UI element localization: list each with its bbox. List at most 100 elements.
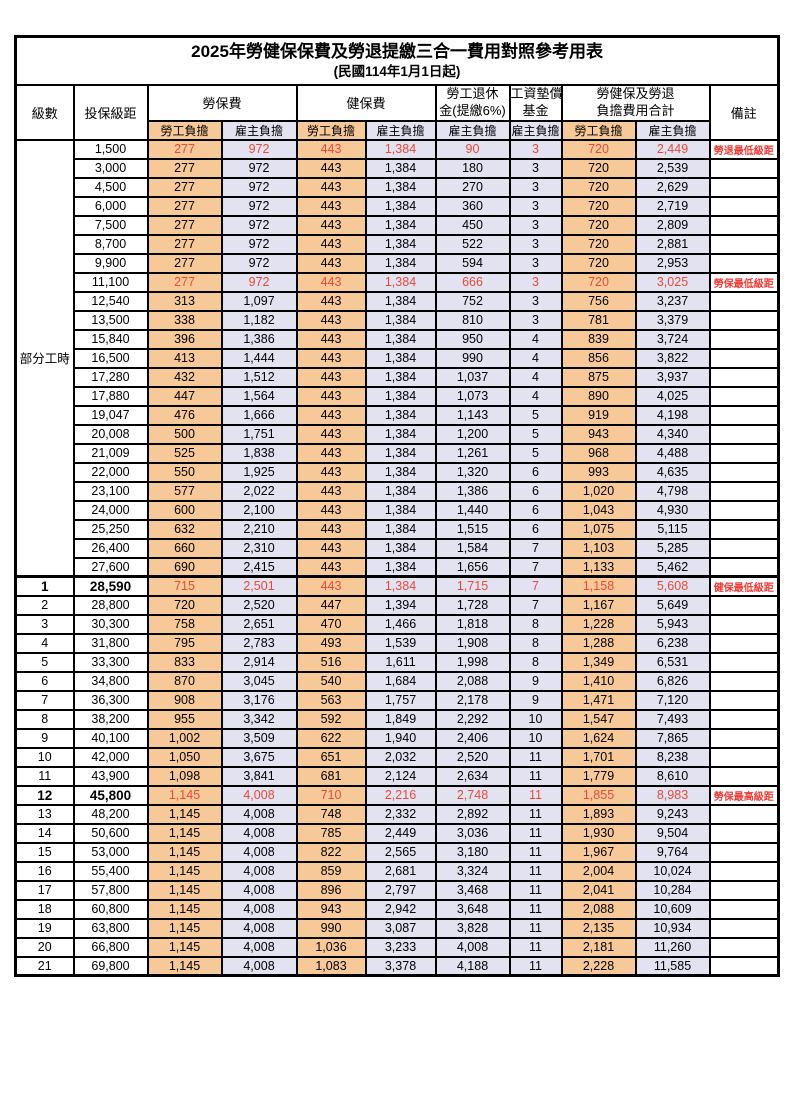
- wage-fund-employer-cell: 5: [508, 423, 563, 445]
- header-note: 備註: [708, 83, 780, 141]
- bracket-cell: 21,009: [72, 442, 149, 464]
- total-employee-cell: 839: [560, 328, 637, 350]
- labor-employee-cell: 1,145: [146, 879, 223, 901]
- level-cell: 19: [14, 917, 75, 939]
- labor-employer-cell: 4,008: [220, 822, 298, 844]
- pension-employer-cell: 3,468: [434, 879, 511, 901]
- wage-fund-employer-cell: 6: [508, 461, 563, 483]
- note-cell: [708, 347, 780, 369]
- pension-employer-cell: 1,818: [434, 613, 511, 635]
- wage-fund-employer-cell: 7: [508, 594, 563, 616]
- total-employer-cell: 3,724: [634, 328, 711, 350]
- health-employee-cell: 443: [295, 309, 367, 331]
- pension-employer-cell: 666: [434, 271, 511, 293]
- health-employer-cell: 1,384: [364, 195, 437, 217]
- health-employee-cell: 443: [295, 233, 367, 255]
- header-wage-fund-employer: 雇主負擔: [508, 119, 563, 141]
- note-cell: [708, 708, 780, 730]
- wage-fund-employer-cell: 11: [508, 936, 563, 958]
- total-employer-cell: 5,115: [634, 518, 711, 540]
- table-row: 4 31,800 795 2,783 493 1,539 1,908 8 1,2…: [14, 632, 780, 654]
- labor-employee-cell: 1,098: [146, 765, 223, 787]
- total-employer-cell: 4,798: [634, 480, 711, 502]
- labor-employee-cell: 432: [146, 366, 223, 388]
- health-employer-cell: 1,757: [364, 689, 437, 711]
- total-employer-cell: 2,629: [634, 176, 711, 198]
- header-bracket: 投保級距: [72, 83, 149, 141]
- header-wage-fund-line2: 基金: [522, 102, 549, 118]
- total-employer-cell: 6,531: [634, 651, 711, 673]
- total-employee-cell: 2,088: [560, 898, 637, 920]
- bracket-cell: 66,800: [72, 936, 149, 958]
- health-employee-cell: 943: [295, 898, 367, 920]
- health-employer-cell: 1,684: [364, 670, 437, 692]
- note-cell: [708, 309, 780, 331]
- labor-employee-cell: 1,050: [146, 746, 223, 768]
- wage-fund-employer-cell: 3: [508, 157, 563, 179]
- health-employee-cell: 651: [295, 746, 367, 768]
- health-employer-cell: 3,378: [364, 955, 437, 977]
- labor-employer-cell: 1,444: [220, 347, 298, 369]
- wage-fund-employer-cell: 7: [508, 537, 563, 559]
- labor-employer-cell: 4,008: [220, 784, 298, 806]
- health-employer-cell: 1,384: [364, 404, 437, 426]
- wage-fund-employer-cell: 10: [508, 727, 563, 749]
- header-sub-row: 勞工負擔 雇主負擔 勞工負擔 雇主負擔 雇主負擔 雇主負擔 勞工負擔 雇主負擔: [16, 119, 779, 141]
- bracket-cell: 28,590: [72, 575, 149, 597]
- total-employer-cell: 9,243: [634, 803, 711, 825]
- note-cell: [708, 822, 780, 844]
- labor-employer-cell: 972: [220, 233, 298, 255]
- note-cell: [708, 632, 780, 654]
- note-cell: 勞保最低級距: [708, 271, 780, 293]
- total-employee-cell: 1,133: [560, 556, 637, 578]
- health-employee-cell: 443: [295, 252, 367, 274]
- bracket-cell: 55,400: [72, 860, 149, 882]
- wage-fund-employer-cell: 11: [508, 879, 563, 901]
- header-labor-fee: 勞保費: [146, 83, 298, 122]
- labor-employer-cell: 3,176: [220, 689, 298, 711]
- health-employee-cell: 592: [295, 708, 367, 730]
- health-employee-cell: 785: [295, 822, 367, 844]
- total-employer-cell: 3,237: [634, 290, 711, 312]
- bracket-cell: 17,280: [72, 366, 149, 388]
- note-cell: [708, 537, 780, 559]
- labor-employer-cell: 972: [220, 157, 298, 179]
- pension-employer-cell: 950: [434, 328, 511, 350]
- wage-fund-employer-cell: 3: [508, 271, 563, 293]
- wage-fund-employer-cell: 5: [508, 404, 563, 426]
- pension-employer-cell: 90: [434, 138, 511, 160]
- health-employee-cell: 443: [295, 347, 367, 369]
- table-row: 15 53,000 1,145 4,008 822 2,565 3,180 11…: [14, 841, 780, 863]
- level-cell: 2: [14, 594, 75, 616]
- level-cell: 21: [14, 955, 75, 977]
- table-row: 3,000 277 972 443 1,384 180 3 720 2,539: [16, 157, 780, 179]
- labor-employee-cell: 277: [146, 252, 223, 274]
- note-cell: [708, 423, 780, 445]
- health-employee-cell: 447: [295, 594, 367, 616]
- labor-employee-cell: 413: [146, 347, 223, 369]
- note-cell: [708, 214, 780, 236]
- health-employee-cell: 748: [295, 803, 367, 825]
- health-employee-cell: 443: [295, 404, 367, 426]
- labor-employee-cell: 313: [146, 290, 223, 312]
- table-row: 16 55,400 1,145 4,008 859 2,681 3,324 11…: [14, 860, 780, 882]
- bracket-cell: 19,047: [72, 404, 149, 426]
- health-employer-cell: 1,384: [364, 252, 437, 274]
- pension-employer-cell: 1,515: [434, 518, 511, 540]
- wage-fund-employer-cell: 6: [508, 518, 563, 540]
- wage-fund-employer-cell: 3: [508, 290, 563, 312]
- note-cell: [708, 765, 780, 787]
- total-employer-cell: 5,943: [634, 613, 711, 635]
- total-employer-cell: 7,865: [634, 727, 711, 749]
- labor-employee-cell: 338: [146, 309, 223, 331]
- health-employer-cell: 1,384: [364, 423, 437, 445]
- health-employer-cell: 1,384: [364, 480, 437, 502]
- total-employer-cell: 8,238: [634, 746, 711, 768]
- total-employer-cell: 7,120: [634, 689, 711, 711]
- health-employer-cell: 1,384: [364, 537, 437, 559]
- labor-employee-cell: 277: [146, 157, 223, 179]
- health-employee-cell: 443: [295, 214, 367, 236]
- bracket-cell: 11,100: [72, 271, 149, 293]
- total-employer-cell: 9,504: [634, 822, 711, 844]
- header-labor-employee: 勞工負擔: [146, 119, 223, 141]
